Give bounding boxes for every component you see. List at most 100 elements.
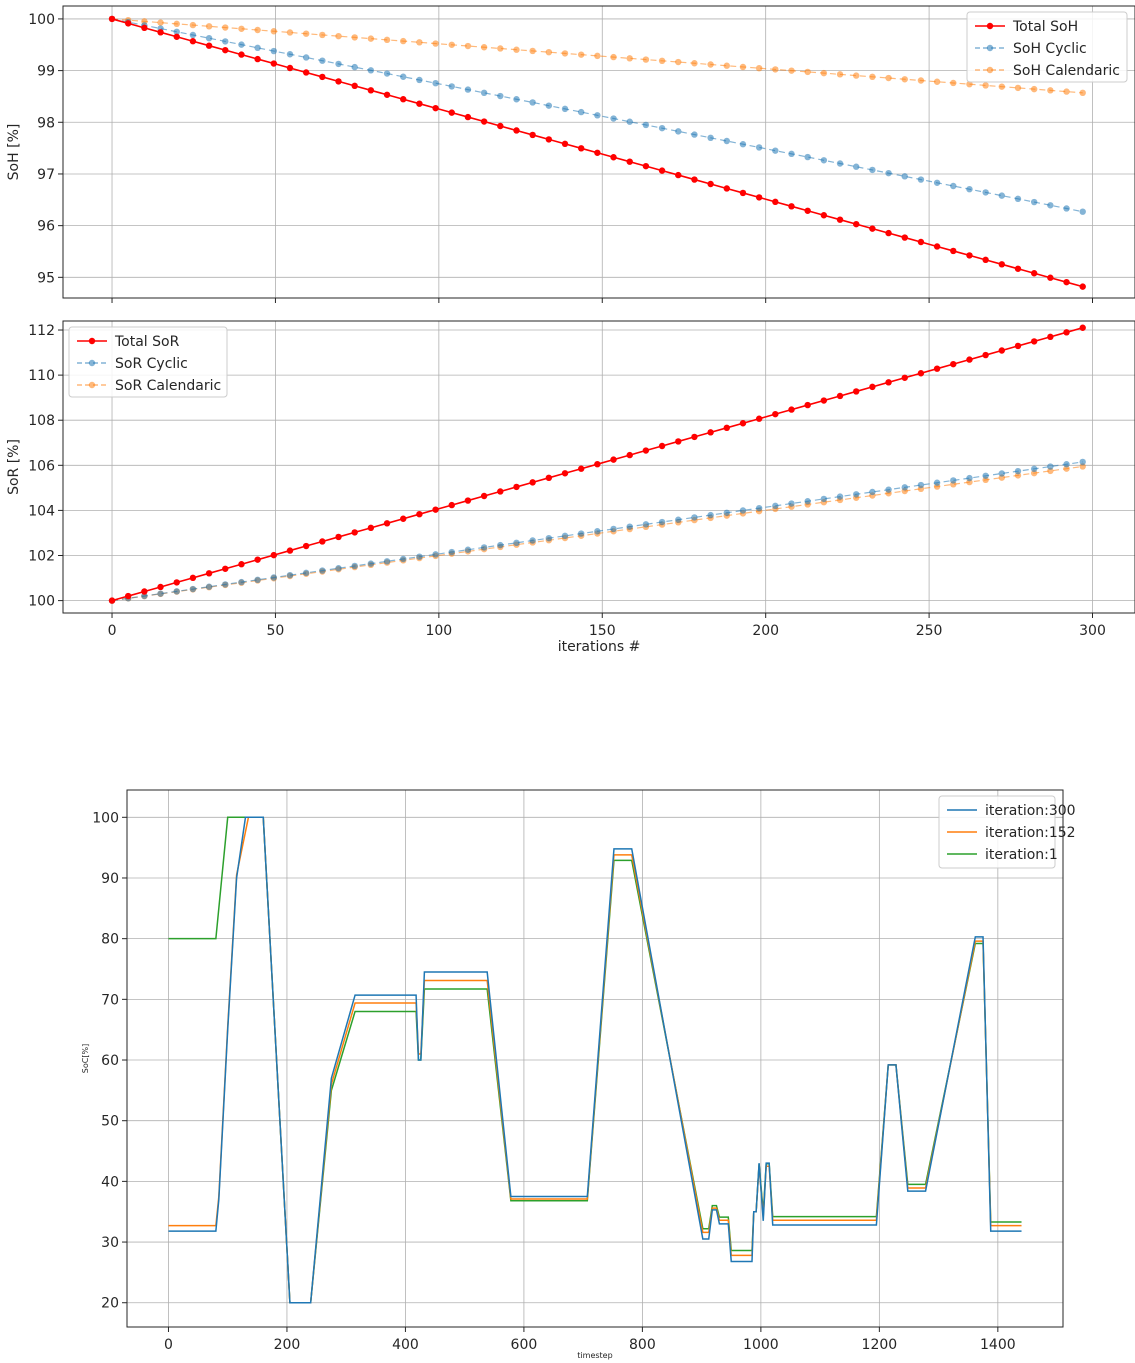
chart-soc: 0 200 400 600 800 1000 1200 1400 20 30 40 50 60 70 80 9… bbox=[81, 789, 1076, 1360]
series-point bbox=[189, 21, 197, 29]
series-point bbox=[1014, 467, 1022, 475]
series-point bbox=[448, 109, 455, 116]
series-point bbox=[335, 533, 342, 541]
series-point bbox=[901, 374, 908, 381]
series-point bbox=[933, 479, 941, 486]
y-tick-label: 104 bbox=[28, 503, 55, 519]
series-point bbox=[1030, 465, 1038, 473]
series-point bbox=[238, 578, 245, 586]
series-point bbox=[1079, 324, 1086, 331]
y-tick-label: 100 bbox=[28, 12, 55, 28]
series-point bbox=[723, 62, 730, 69]
series-point bbox=[901, 484, 908, 491]
series-point bbox=[480, 544, 488, 551]
series-point bbox=[982, 189, 989, 196]
series-point bbox=[950, 360, 957, 368]
series-point bbox=[416, 511, 423, 518]
y-tick-label: 102 bbox=[28, 549, 55, 565]
series-point bbox=[367, 87, 375, 94]
series-point bbox=[270, 60, 277, 67]
series-point bbox=[189, 574, 197, 582]
soc-gridlines bbox=[127, 790, 1063, 1327]
series-point bbox=[157, 590, 164, 597]
series-point bbox=[400, 73, 407, 80]
series-point bbox=[950, 182, 957, 190]
series-point bbox=[658, 167, 666, 174]
series-point bbox=[513, 127, 520, 134]
series-point bbox=[917, 176, 925, 183]
series-point bbox=[836, 71, 844, 78]
series-point bbox=[497, 488, 504, 495]
legend-label: SoR Cyclic bbox=[115, 356, 188, 372]
legend-label: iteration:300 bbox=[985, 803, 1076, 819]
series-point bbox=[238, 41, 245, 48]
y-tick-label: 60 bbox=[101, 1053, 119, 1069]
series-point bbox=[610, 115, 617, 122]
series-point bbox=[885, 379, 892, 386]
series-point bbox=[836, 392, 844, 400]
y-tick-label: 40 bbox=[101, 1174, 119, 1190]
series-point bbox=[238, 25, 245, 32]
series-point bbox=[755, 504, 763, 512]
series-point bbox=[400, 96, 407, 103]
series-point bbox=[772, 502, 779, 510]
series-point bbox=[513, 539, 520, 547]
series-point bbox=[901, 76, 908, 83]
series-point bbox=[885, 229, 892, 237]
series-point bbox=[707, 134, 714, 141]
series-point bbox=[335, 78, 342, 85]
series-point bbox=[885, 74, 892, 82]
series-point bbox=[561, 50, 569, 57]
series-point bbox=[966, 81, 973, 88]
series-point bbox=[966, 186, 973, 193]
series-point bbox=[270, 551, 277, 559]
series-point bbox=[302, 69, 310, 76]
series-point bbox=[367, 67, 375, 74]
chart-soh: 95 96 97 98 99 100 SoH [%] Total SoH SoH Cycli… bbox=[6, 5, 1135, 303]
series-point bbox=[270, 574, 277, 581]
series-point bbox=[1030, 85, 1038, 93]
series-point bbox=[125, 20, 132, 27]
series-point bbox=[1063, 461, 1070, 468]
soh-y-axis-label: SoH [%] bbox=[6, 124, 22, 181]
series-point bbox=[529, 47, 536, 55]
series-point bbox=[1079, 283, 1086, 290]
series-point bbox=[270, 47, 277, 55]
series-point bbox=[1030, 198, 1038, 206]
series-point bbox=[772, 410, 779, 418]
series-point bbox=[853, 220, 860, 228]
series-point bbox=[917, 370, 925, 377]
series-point bbox=[723, 509, 730, 516]
series-point bbox=[1047, 463, 1054, 470]
series-point bbox=[1079, 208, 1086, 215]
legend-swatch-marker bbox=[88, 381, 96, 389]
series-point bbox=[853, 491, 860, 498]
x-tick-label: 100 bbox=[425, 623, 452, 639]
series-point bbox=[545, 48, 553, 56]
series-point bbox=[933, 365, 941, 372]
x-tick-label: 800 bbox=[629, 1337, 656, 1353]
series-point bbox=[901, 173, 908, 180]
series-point bbox=[157, 19, 164, 26]
y-tick-label: 110 bbox=[28, 368, 55, 384]
series-point bbox=[739, 507, 747, 514]
series-point bbox=[1047, 87, 1054, 94]
series-point bbox=[351, 63, 358, 71]
series-point bbox=[189, 585, 197, 593]
series-point bbox=[998, 83, 1006, 90]
series-point bbox=[464, 113, 472, 121]
series-point bbox=[286, 571, 294, 579]
series-point bbox=[707, 429, 714, 436]
series-point bbox=[254, 44, 261, 52]
series-point bbox=[869, 73, 876, 81]
soh-plot-frame bbox=[62, 5, 1135, 299]
series-point bbox=[594, 528, 601, 535]
series-point bbox=[869, 488, 876, 496]
y-tick-label: 80 bbox=[101, 932, 119, 948]
series-point bbox=[933, 243, 941, 250]
series-point bbox=[222, 565, 229, 572]
series-point bbox=[901, 234, 908, 241]
sor-axis-ticks: 0 50 100 150 200 250 300 100 102 104 106 108 110 112 bbox=[28, 323, 1106, 639]
series-point bbox=[723, 185, 730, 192]
series-point bbox=[853, 72, 860, 79]
